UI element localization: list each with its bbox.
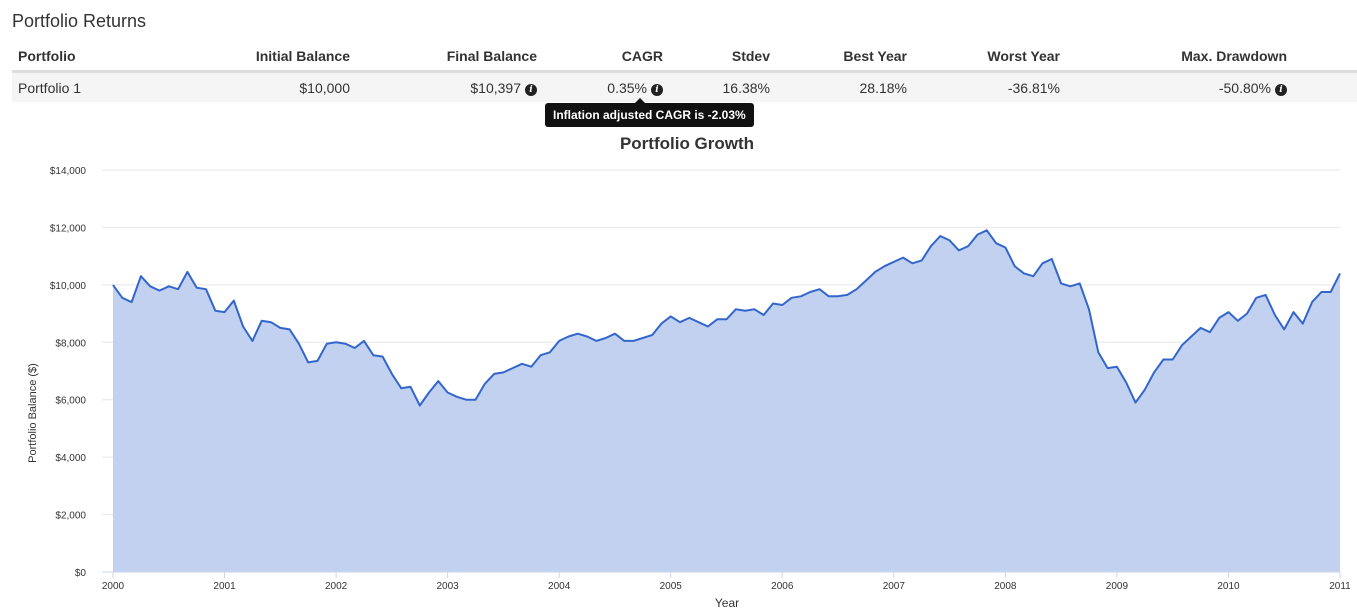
x-tick-label: 2000: [102, 581, 125, 592]
x-tick-label: 2003: [437, 581, 460, 592]
y-tick-label: $0: [75, 568, 87, 579]
table-row: Portfolio 1 $10,000 $10,397 i 0.35% i 16.3…: [12, 71, 1357, 102]
cell-initial-balance: $10,000: [174, 71, 356, 102]
x-tick-label: 2002: [325, 581, 348, 592]
header-best-year[interactable]: Best Year: [776, 42, 913, 73]
y-tick-label: $6,000: [55, 396, 86, 407]
x-tick-label: 2004: [548, 581, 571, 592]
cell-stdev: 16.38%: [669, 71, 776, 102]
y-tick-label: $8,000: [55, 338, 86, 349]
y-tick-label: $14,000: [50, 166, 87, 177]
x-tick-label: 2008: [994, 581, 1017, 592]
x-tick-label: 2005: [660, 581, 683, 592]
section-title: Portfolio Returns: [12, 11, 147, 31]
header-portfolio[interactable]: Portfolio: [12, 42, 174, 73]
header-max-drawdown[interactable]: Max. Drawdown: [1066, 42, 1293, 73]
cell-max-drawdown: -50.80% i: [1066, 71, 1293, 102]
cell-final-balance: $10,397 i: [356, 71, 543, 102]
cell-best-year: 28.18%: [776, 71, 913, 102]
cell-worst-year: -36.81%: [913, 71, 1066, 102]
header-worst-year[interactable]: Worst Year: [913, 42, 1066, 73]
portfolio-growth-area: [113, 230, 1340, 573]
y-axis-label: Portfolio Balance ($): [27, 363, 39, 463]
cell-spacer: [1293, 71, 1357, 102]
y-axis-ticks: $0 $2,000 $4,000 $6,000 $8,000 $10,000 $12,000…: [50, 166, 87, 579]
y-tick-label: $2,000: [55, 511, 86, 522]
portfolio-returns-table: Portfolio Initial Balance Final Balance …: [12, 42, 1357, 102]
x-axis-label: Year: [715, 596, 739, 610]
x-tick-label: 2010: [1217, 581, 1240, 592]
cell-portfolio: Portfolio 1: [12, 71, 174, 102]
table-header-row: Portfolio Initial Balance Final Balance …: [12, 42, 1357, 73]
final-balance-value: $10,397: [470, 79, 521, 96]
info-circle-icon[interactable]: i: [651, 83, 663, 96]
x-tick-label: 2011: [1329, 581, 1351, 592]
x-axis-ticks: 2000 2001 2002 2003 2004 2005 2006 2007 2008 2009…: [102, 572, 1351, 592]
header-initial-balance[interactable]: Initial Balance: [174, 42, 356, 73]
header-cagr[interactable]: CAGR: [543, 42, 669, 73]
chart-title: Portfolio Growth: [620, 134, 754, 153]
x-tick-label: 2007: [883, 581, 906, 592]
y-tick-label: $4,000: [55, 453, 86, 464]
cagr-value: 0.35%: [607, 79, 647, 96]
info-circle-icon[interactable]: i: [1275, 83, 1287, 96]
cell-cagr: 0.35% i: [543, 71, 669, 102]
x-tick-label: 2009: [1106, 581, 1129, 592]
portfolio-growth-line[interactable]: [112, 229, 1341, 407]
info-circle-icon[interactable]: i: [525, 83, 537, 96]
y-tick-label: $12,000: [50, 223, 87, 234]
x-tick-label: 2001: [213, 581, 236, 592]
max-drawdown-value: -50.80%: [1218, 79, 1271, 96]
x-tick-label: 2006: [771, 581, 794, 592]
cagr-tooltip: Inflation adjusted CAGR is -2.03%: [545, 98, 754, 127]
header-stdev[interactable]: Stdev: [669, 42, 776, 73]
header-final-balance[interactable]: Final Balance: [356, 42, 543, 73]
portfolio-growth-chart: Portfolio Growth $0 $2,000 $4,000 $6,000 $8,…: [27, 134, 1351, 610]
y-tick-label: $10,000: [50, 281, 87, 292]
header-spacer: [1293, 42, 1357, 73]
